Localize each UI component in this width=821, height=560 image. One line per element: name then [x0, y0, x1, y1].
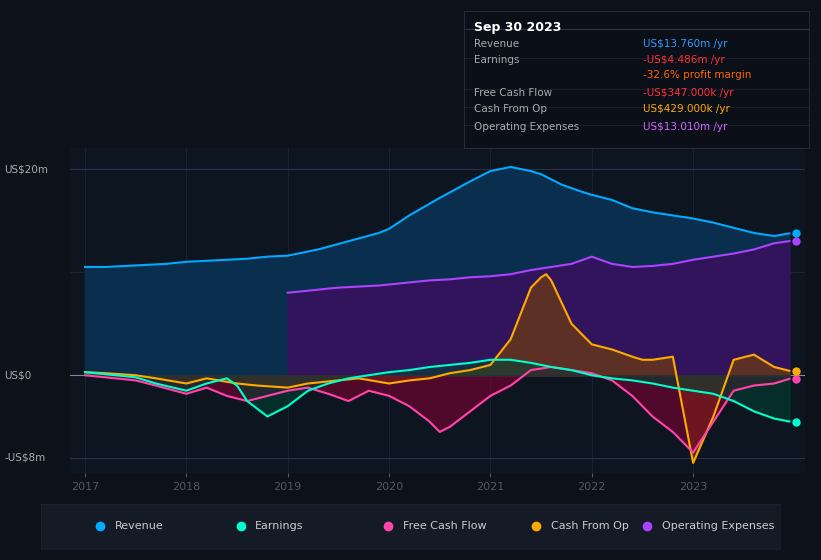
Text: -US$4.486m /yr: -US$4.486m /yr [643, 55, 725, 65]
Text: Earnings: Earnings [475, 55, 520, 65]
Text: US$13.760m /yr: US$13.760m /yr [643, 39, 727, 49]
Text: -32.6% profit margin: -32.6% profit margin [643, 70, 751, 80]
Text: US$13.010m /yr: US$13.010m /yr [643, 122, 727, 132]
Text: US$0: US$0 [4, 370, 31, 380]
Text: Sep 30 2023: Sep 30 2023 [475, 21, 562, 34]
Text: Revenue: Revenue [475, 39, 520, 49]
Text: Earnings: Earnings [255, 521, 304, 531]
Text: Free Cash Flow: Free Cash Flow [403, 521, 487, 531]
Text: -US$8m: -US$8m [4, 452, 45, 463]
Text: Cash From Op: Cash From Op [551, 521, 629, 531]
Text: -US$347.000k /yr: -US$347.000k /yr [643, 88, 734, 98]
Text: Revenue: Revenue [115, 521, 163, 531]
Text: US$20m: US$20m [4, 164, 48, 174]
Text: US$429.000k /yr: US$429.000k /yr [643, 105, 730, 114]
Text: Operating Expenses: Operating Expenses [475, 122, 580, 132]
Text: Cash From Op: Cash From Op [475, 105, 548, 114]
Text: Free Cash Flow: Free Cash Flow [475, 88, 553, 98]
Text: Operating Expenses: Operating Expenses [662, 521, 774, 531]
